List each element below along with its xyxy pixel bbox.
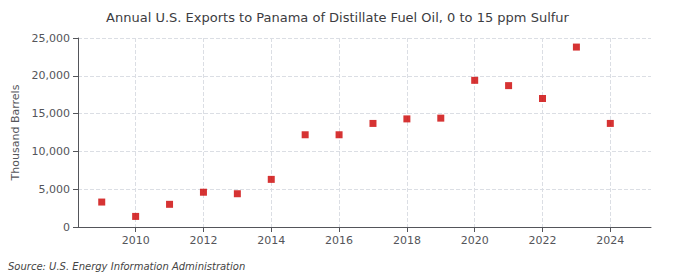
svg-text:2012: 2012: [189, 234, 217, 247]
svg-text:Thousand Barrels: Thousand Barrels: [9, 84, 22, 181]
svg-text:2014: 2014: [257, 234, 285, 247]
svg-text:15,000: 15,000: [32, 107, 71, 120]
svg-text:2010: 2010: [122, 234, 150, 247]
svg-text:10,000: 10,000: [32, 145, 71, 158]
svg-text:Annual U.S. Exports to Panama: Annual U.S. Exports to Panama of Distill…: [106, 10, 569, 25]
svg-text:2020: 2020: [461, 234, 489, 247]
svg-text:2024: 2024: [596, 234, 624, 247]
svg-text:Source: U.S. Energy Informatio: Source: U.S. Energy Information Administ…: [8, 261, 245, 272]
svg-text:5,000: 5,000: [39, 183, 71, 196]
svg-text:20,000: 20,000: [32, 69, 71, 82]
svg-text:25,000: 25,000: [32, 32, 71, 45]
svg-text:2018: 2018: [393, 234, 421, 247]
svg-text:2022: 2022: [529, 234, 557, 247]
svg-text:2016: 2016: [325, 234, 353, 247]
svg-text:0: 0: [63, 221, 70, 234]
